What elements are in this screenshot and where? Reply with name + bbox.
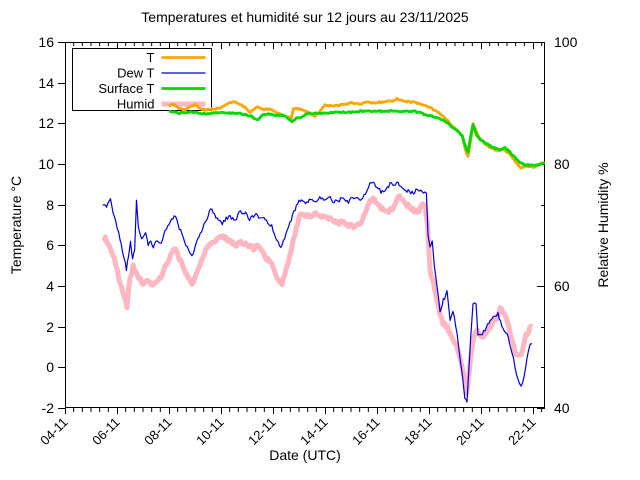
y-right-tick-label: 100 <box>554 34 578 50</box>
series-humid-line <box>101 193 534 396</box>
x-tick-label: 22-11 <box>505 415 538 448</box>
legend-label-humid: Humid <box>117 97 155 112</box>
y-right-tick-label: 40 <box>554 400 570 416</box>
legend-label-dew-t: Dew T <box>117 66 154 81</box>
chart-title: Temperatures et humidité sur 12 jours au… <box>141 9 469 25</box>
x-tick-label: 12-11 <box>245 415 278 448</box>
series-layer <box>101 96 545 403</box>
y-left-tick-label: -2 <box>42 400 55 416</box>
y-axis-right-label: Relative Humidity % <box>595 162 611 288</box>
y-axis-left-label: Temperature °C <box>8 175 24 275</box>
legend-label-surface-t: Surface T <box>98 81 154 96</box>
y-left-tick-label: 12 <box>38 115 54 131</box>
series-t-line <box>168 96 545 170</box>
legend-label-t: T <box>147 50 155 65</box>
x-tick-label: 10-11 <box>193 415 226 448</box>
y-left-tick-label: 6 <box>46 237 54 253</box>
x-tick-label: 08-11 <box>141 415 174 448</box>
x-tick-label: 16-11 <box>349 415 382 448</box>
y-left-tick-label: 8 <box>46 197 54 213</box>
plot-border <box>65 42 545 408</box>
y-right-tick-label: 80 <box>554 156 570 172</box>
x-tick-label: 18-11 <box>401 415 434 448</box>
y-left-tick-label: 2 <box>46 319 54 335</box>
x-tick-label: 14-11 <box>297 415 330 448</box>
series-dew-t-line <box>102 181 533 403</box>
y-right-tick-label: 60 <box>554 278 570 294</box>
x-tick-label: 20-11 <box>453 415 486 448</box>
x-tick-label: 04-11 <box>37 415 70 448</box>
y-left-tick-label: 14 <box>38 75 54 91</box>
y-left-tick-label: 0 <box>46 359 54 375</box>
y-left-tick-label: 4 <box>46 278 54 294</box>
series-surface-t-line <box>168 109 545 167</box>
legend-box <box>72 48 212 111</box>
x-tick-label: 06-11 <box>89 415 122 448</box>
x-axis-label: Date (UTC) <box>269 447 341 463</box>
y-left-tick-label: 10 <box>38 156 54 172</box>
y-left-tick-label: 16 <box>38 34 54 50</box>
